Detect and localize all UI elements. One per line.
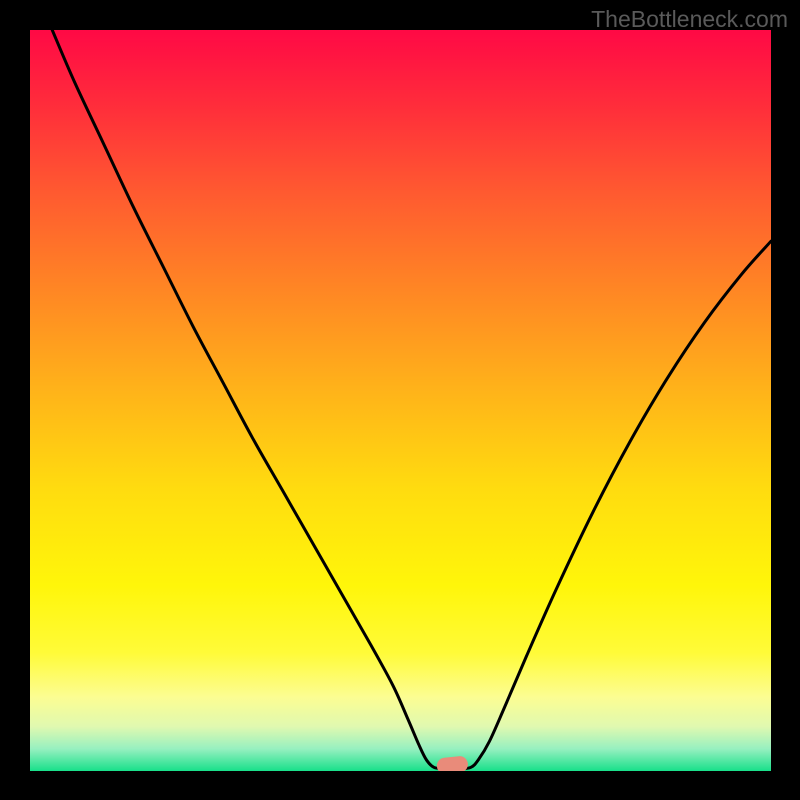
chart-svg	[30, 30, 771, 771]
watermark-text: TheBottleneck.com	[591, 6, 788, 33]
chart-background	[30, 30, 771, 771]
bottleneck-chart	[30, 30, 771, 771]
